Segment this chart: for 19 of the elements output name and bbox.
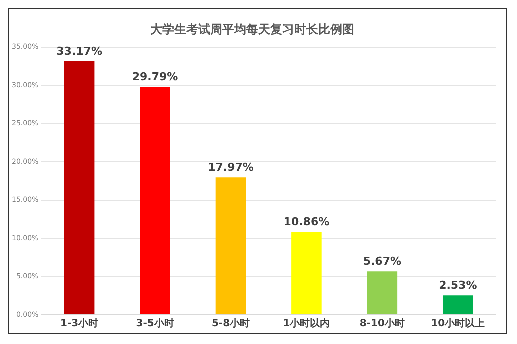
bar	[140, 87, 170, 314]
data-label: 2.53%	[439, 279, 478, 292]
x-tick-label: 3-5小时	[136, 318, 174, 330]
bar	[64, 61, 95, 314]
data-label: 5.67%	[363, 255, 402, 268]
chart-title: 大学生考试周平均每天复习时长比例图	[150, 22, 354, 36]
data-label: 29.79%	[132, 70, 178, 84]
bar	[216, 178, 246, 314]
bar	[367, 272, 398, 314]
x-tick-label: 1-3小时	[60, 318, 99, 330]
data-label: 10.86%	[284, 215, 330, 228]
data-label: 17.97%	[208, 160, 254, 174]
x-tick-label: 5-8小时	[212, 318, 250, 330]
x-tick-label: 8-10小时	[360, 318, 405, 330]
data-label: 33.17%	[56, 44, 102, 58]
x-tick-label: 1小时以内	[283, 318, 330, 330]
bar	[443, 296, 474, 314]
x-tick-label: 10小时以上	[431, 318, 486, 330]
bar	[292, 232, 322, 314]
